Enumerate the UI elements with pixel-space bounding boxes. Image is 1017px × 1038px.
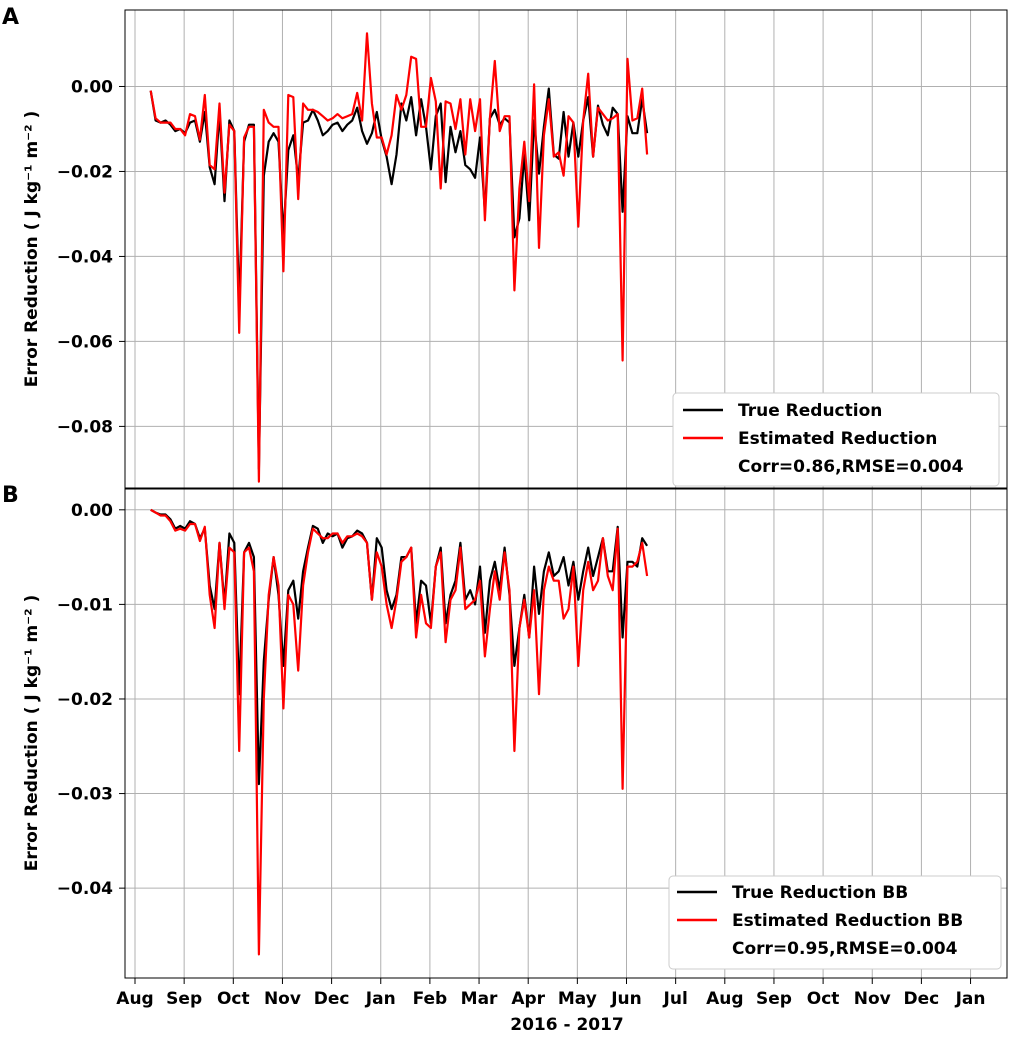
x-tick-label: Jan — [955, 989, 986, 1009]
panel-a-legend-box — [672, 392, 1000, 487]
panel-a-annotation: Corr=0.86,RMSE=0.004 — [738, 457, 964, 477]
y-tick-label: −0.06 — [57, 332, 113, 352]
panel-b-lines — [150, 508, 649, 956]
panel-b-y-axis-label: Error Reduction ( J kg⁻¹ m⁻² ) — [22, 595, 42, 872]
x-tick-label: Jul — [663, 989, 688, 1009]
x-tick-label: Jun — [610, 989, 642, 1009]
series-line-true-reduction-bb — [150, 508, 649, 786]
x-tick-label: Nov — [854, 989, 891, 1009]
panel-a-letter: A — [2, 5, 19, 30]
x-tick-label: Dec — [904, 989, 940, 1009]
panel-b-legend-box — [668, 875, 1002, 970]
panel-b-y-ticks: 0.00 −0.01 −0.02 −0.03 −0.04 — [57, 501, 125, 899]
series-line-estimated-reduction-bb — [150, 508, 649, 956]
x-tick-label: May — [558, 989, 597, 1009]
panel-b-legend-label-true: True Reduction BB — [732, 883, 908, 903]
x-tick-label: Mar — [461, 989, 498, 1009]
x-tick-label: Jan — [365, 989, 396, 1009]
panel-a-legend-label-estimated: Estimated Reduction — [738, 429, 937, 449]
x-tick-label: Oct — [807, 989, 840, 1009]
panel-a-legend-label-true: True Reduction — [738, 401, 882, 421]
panel-b-legend: True Reduction BB Estimated Reduction BB… — [668, 875, 1002, 970]
y-tick-label: −0.03 — [57, 785, 113, 805]
x-tick-label: Oct — [217, 989, 250, 1009]
x-tick-label: Feb — [413, 989, 448, 1009]
series-line-true-reduction — [149, 87, 649, 470]
y-tick-label: −0.02 — [57, 690, 113, 710]
panel-a-lines — [149, 32, 649, 483]
x-tick-label: Sep — [756, 989, 792, 1009]
panel-a-y-ticks: 0.00 −0.02 −0.04 −0.06 −0.08 — [57, 77, 125, 437]
x-axis-label: 2016 - 2017 — [510, 1015, 624, 1035]
x-tick-label: Sep — [166, 989, 202, 1009]
panel-b-frame — [124, 488, 1008, 979]
panel-a-frame — [124, 9, 1008, 489]
panel-b: B 0.00 −0.01 −0.02 −0.03 −0.04 Error Reducti… — [2, 483, 1008, 979]
y-tick-label: 0.00 — [71, 501, 113, 521]
y-tick-label: −0.02 — [57, 162, 113, 182]
panel-a-legend: True Reduction Estimated Reduction Corr=… — [672, 392, 1000, 487]
panel-a-y-axis-label: Error Reduction ( J kg⁻¹ m⁻² ) — [22, 111, 42, 388]
y-tick-label: 0.00 — [71, 77, 113, 97]
x-tick-label: Aug — [706, 989, 743, 1009]
panel-b-legend-label-estimated: Estimated Reduction BB — [732, 911, 963, 931]
series-line-estimated-reduction — [149, 32, 649, 483]
y-tick-label: −0.04 — [57, 247, 113, 267]
panel-b-letter: B — [2, 483, 19, 508]
panel-b-annotation: Corr=0.95,RMSE=0.004 — [732, 939, 958, 959]
x-tick-label: Aug — [116, 989, 153, 1009]
x-tick-label: Dec — [314, 989, 350, 1009]
panel-a: A 0.00 −0.02 −0.04 −0.06 −0.08 Error Reducti… — [2, 5, 1008, 489]
y-tick-label: −0.04 — [57, 879, 113, 899]
y-tick-label: −0.08 — [57, 417, 113, 437]
y-tick-label: −0.01 — [57, 595, 113, 615]
x-tick-label: Nov — [264, 989, 301, 1009]
x-tick-label: Apr — [511, 989, 545, 1009]
x-axis-ticks: Aug Sep Oct Nov Dec Jan Feb Mar Apr May Jun Jul Aug S… — [116, 978, 986, 1009]
panel-b-grid — [125, 489, 1007, 978]
